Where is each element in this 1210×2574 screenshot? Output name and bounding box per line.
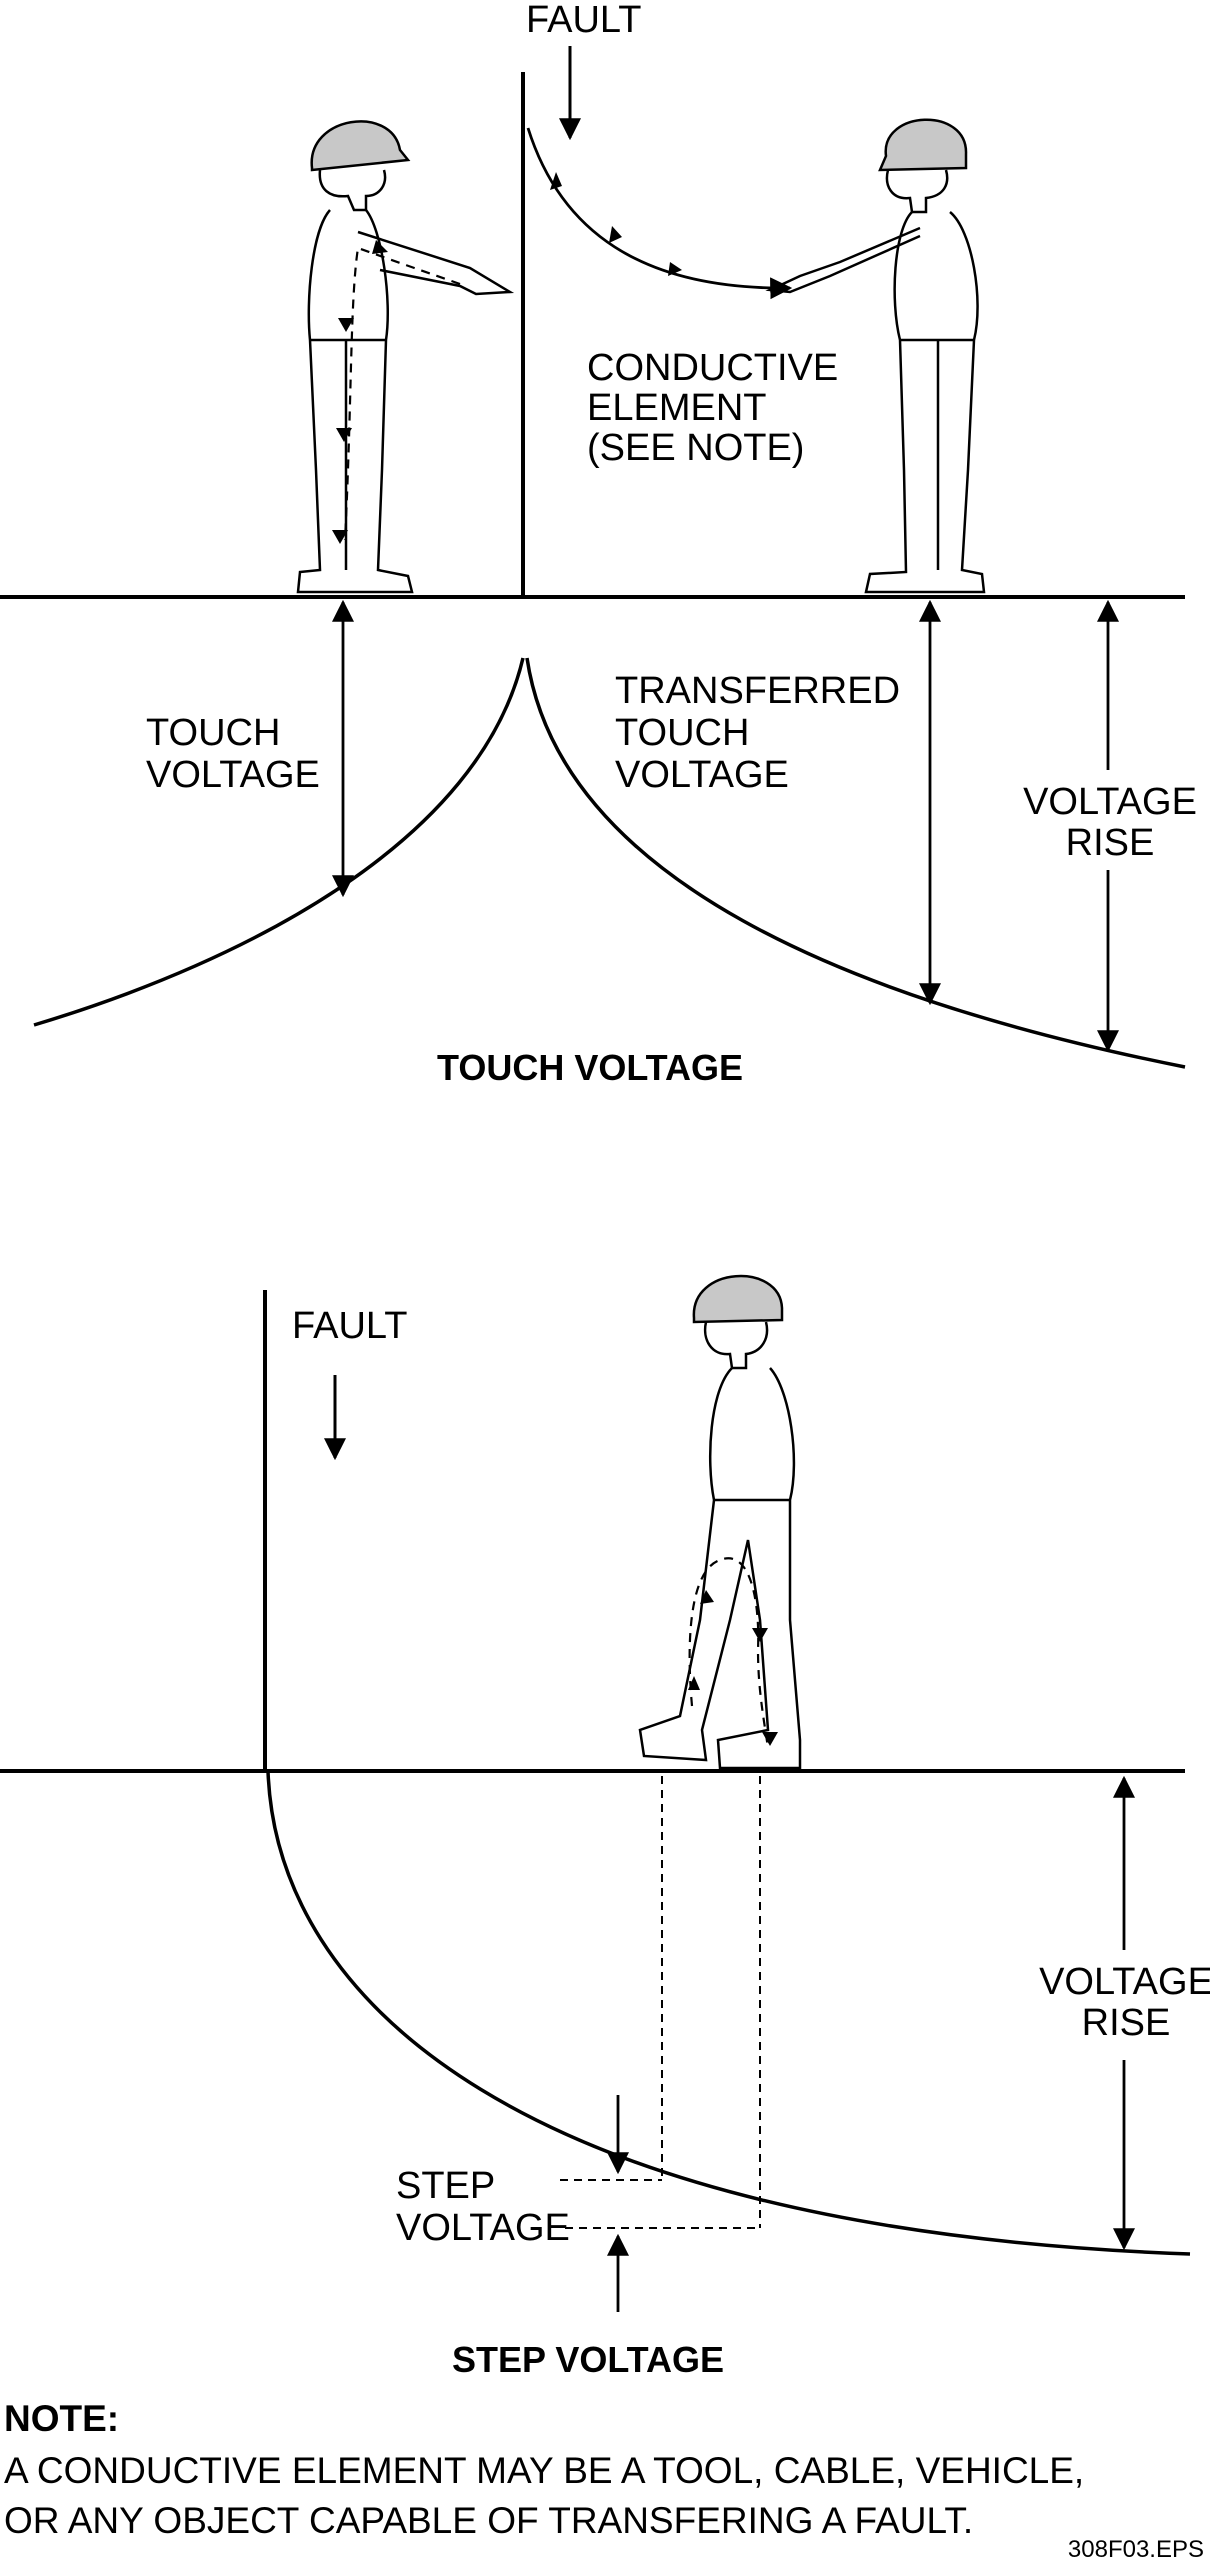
- worker-left-arm: [357, 230, 515, 296]
- worker-right-torso: [864, 211, 986, 594]
- transferred-label-line-2: TOUCH: [615, 712, 749, 754]
- worker-left: [296, 120, 515, 594]
- step-voltage-section: FAULT VOLTAGE RISE STEP VOLTAGE STEP VOL…: [0, 1275, 1210, 2380]
- voltage-rise-label-step-line-1: VOLTAGE: [1039, 1961, 1210, 2003]
- step-voltage-label-line-2: VOLTAGE: [396, 2207, 570, 2249]
- conductive-element-line-1: CONDUCTIVE: [587, 347, 838, 389]
- step-voltage-title: STEP VOLTAGE: [452, 2339, 724, 2380]
- transferred-label-line-1: TRANSFERRED: [615, 670, 900, 712]
- worker-left-current-path: [343, 246, 461, 541]
- note-line-2: OR ANY OBJECT CAPABLE OF TRANSFERING A F…: [4, 2500, 974, 2541]
- step-voltage-label-line-1: STEP: [396, 2165, 495, 2207]
- worker-walking-current-path: [688, 1557, 770, 1749]
- voltage-rise-label-touch-line-2: RISE: [1066, 822, 1155, 864]
- note-heading: NOTE:: [4, 2398, 120, 2439]
- touch-voltage-label-line-1: TOUCH: [146, 712, 280, 754]
- voltage-rise-label-step-line-2: RISE: [1082, 2002, 1171, 2044]
- transferred-label-line-3: VOLTAGE: [615, 754, 789, 796]
- fault-label-step: FAULT: [292, 1305, 407, 1347]
- voltage-rise-label-touch-line-1: VOLTAGE: [1023, 781, 1197, 823]
- worker-right-arm: [765, 226, 921, 294]
- note-body: A CONDUCTIVE ELEMENT MAY BE A TOOL, CABL…: [4, 2446, 1194, 2546]
- fault-label-touch: FAULT: [526, 0, 641, 41]
- potential-curve-step: [266, 1770, 1191, 2256]
- touch-voltage-title: TOUCH VOLTAGE: [437, 1047, 743, 1088]
- potential-curve-right: [525, 657, 1186, 1069]
- worker-walking-helmet: [692, 1275, 784, 1324]
- fault-current-path: [526, 127, 793, 300]
- step-projection-lines: [560, 1776, 761, 2229]
- conductive-element-line-2: ELEMENT: [587, 387, 766, 429]
- worker-right: [765, 118, 986, 594]
- touch-voltage-section: FAULT CONDUCTIVE ELEMENT (SEE NOTE) TOUC…: [0, 0, 1197, 1088]
- worker-left-helmet: [310, 120, 411, 172]
- figure-code: 308F03.EPS: [1067, 2536, 1204, 2563]
- touch-voltage-label-line-2: VOLTAGE: [146, 754, 320, 796]
- worker-right-helmet: [878, 118, 968, 172]
- worker-left-torso: [296, 209, 414, 594]
- worker-walking: [638, 1275, 802, 1770]
- note-line-1: A CONDUCTIVE ELEMENT MAY BE A TOOL, CABL…: [4, 2450, 1085, 2491]
- worker-walking-torso: [638, 1367, 802, 1770]
- conductive-element-line-3: (SEE NOTE): [587, 427, 804, 469]
